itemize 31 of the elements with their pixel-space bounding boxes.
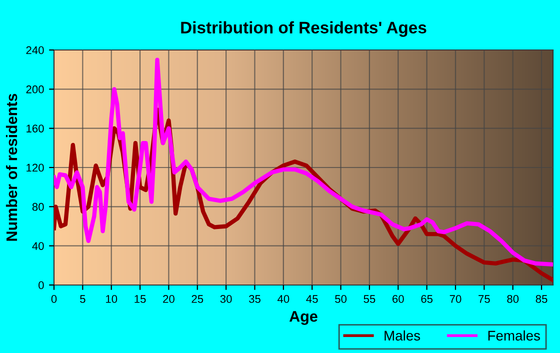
x-tick-label: 50: [335, 295, 347, 303]
x-tick-label: 15: [134, 295, 146, 303]
x-tick-label: 10: [106, 295, 118, 303]
x-tick-label: 40: [278, 295, 290, 303]
legend-label: Females: [488, 330, 540, 341]
y-tick-label: 80: [32, 202, 44, 211]
y-tick-label: 240: [26, 46, 44, 54]
x-tick-label: 65: [421, 295, 433, 303]
x-tick-label: 85: [536, 295, 548, 303]
x-tick-label: 75: [478, 295, 490, 303]
line-series: [54, 58, 553, 267]
x-tick-label: 20: [163, 295, 174, 303]
x-tick-label: 55: [364, 295, 376, 303]
x-tick-label: 45: [306, 295, 318, 303]
x-tick-label: 0: [51, 295, 57, 303]
x-tick-label: 60: [392, 295, 404, 303]
y-tick-label: 200: [26, 85, 44, 94]
y-axis-title: Number of residents: [6, 94, 18, 241]
x-axis-title: Age: [289, 311, 318, 325]
chart-title: Distribution of Residents' Ages: [181, 21, 426, 37]
x-tick-label: 25: [192, 295, 204, 303]
y-tick-label: 160: [26, 124, 44, 132]
legend-label: Males: [384, 330, 420, 341]
x-tick-label: 70: [450, 295, 462, 303]
y-tick-label: 40: [32, 242, 44, 250]
x-tick-label: 80: [507, 295, 519, 303]
x-tick-label: 30: [220, 295, 232, 303]
x-tick-label: 35: [248, 295, 260, 303]
x-tick-label: 5: [80, 295, 86, 303]
y-tick-label: 0: [38, 281, 44, 290]
y-tick-label: 120: [26, 164, 44, 172]
